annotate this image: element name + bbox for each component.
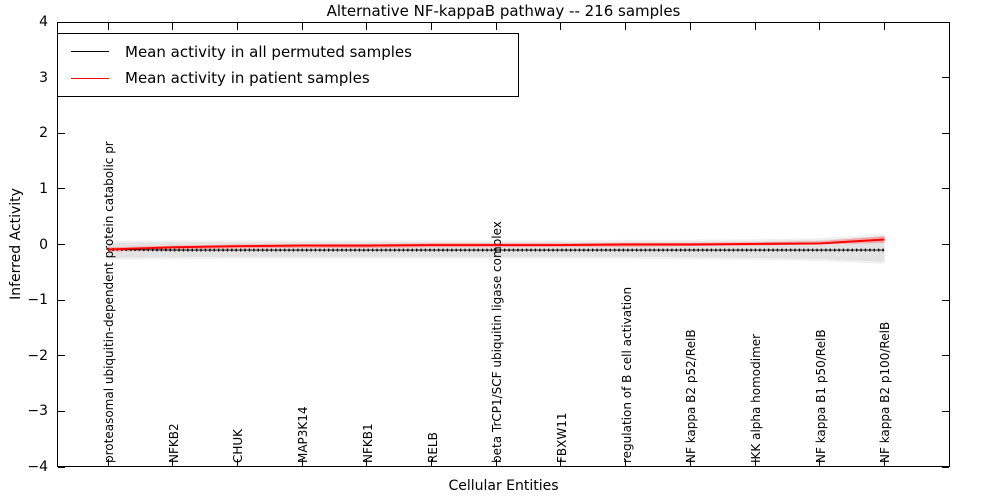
- y-tick-label: 4: [39, 14, 48, 30]
- x-tick-label: proteasomal ubiquitin-dependent protein …: [102, 141, 116, 463]
- x-tick-label: NF kappa B2 p100/RelB: [878, 321, 893, 463]
- legend-line-sample: [71, 77, 109, 79]
- legend: Mean activity in all permuted samples Mea…: [57, 33, 519, 97]
- x-tick-label: regulation of B cell activation: [619, 286, 634, 463]
- x-tick-label: FBXW11: [554, 412, 569, 464]
- legend-label: Mean activity in all permuted samples: [125, 42, 412, 61]
- y-tick-label: −3: [27, 403, 48, 420]
- x-tick-label: MAP3K14: [296, 406, 311, 463]
- x-tick-label: CHUK: [231, 428, 246, 463]
- legend-item: Mean activity in all permuted samples: [71, 43, 518, 61]
- y-tick-label: 2: [39, 125, 48, 142]
- x-axis-label: Cellular Entities: [448, 478, 559, 494]
- chart-title: Alternative NF-kappaB pathway -- 216 sam…: [326, 2, 681, 20]
- x-tick-label: NFKB1: [360, 423, 375, 463]
- x-tick-label: IKK alpha homodimer: [749, 333, 763, 463]
- y-axis-label: Inferred Activity: [8, 188, 24, 300]
- y-tick-label: −2: [27, 347, 48, 364]
- x-tick-label: RELB: [425, 432, 440, 463]
- x-tick-label: NFKB2: [166, 423, 181, 463]
- y-tick-label: 3: [39, 69, 48, 86]
- y-tick-label: −4: [27, 459, 48, 475]
- legend-item: Mean activity in patient samples: [71, 69, 518, 87]
- x-tick-label: NF kappa B2 p52/RelB: [684, 329, 699, 463]
- legend-label: Mean activity in patient samples: [125, 69, 370, 88]
- x-tick-label: NF kappa B1 p50/RelB: [813, 329, 828, 463]
- legend-line-sample: [71, 51, 109, 53]
- x-tick-label: beta TrCP1/SCF ubiquitin ligase complex: [490, 221, 505, 463]
